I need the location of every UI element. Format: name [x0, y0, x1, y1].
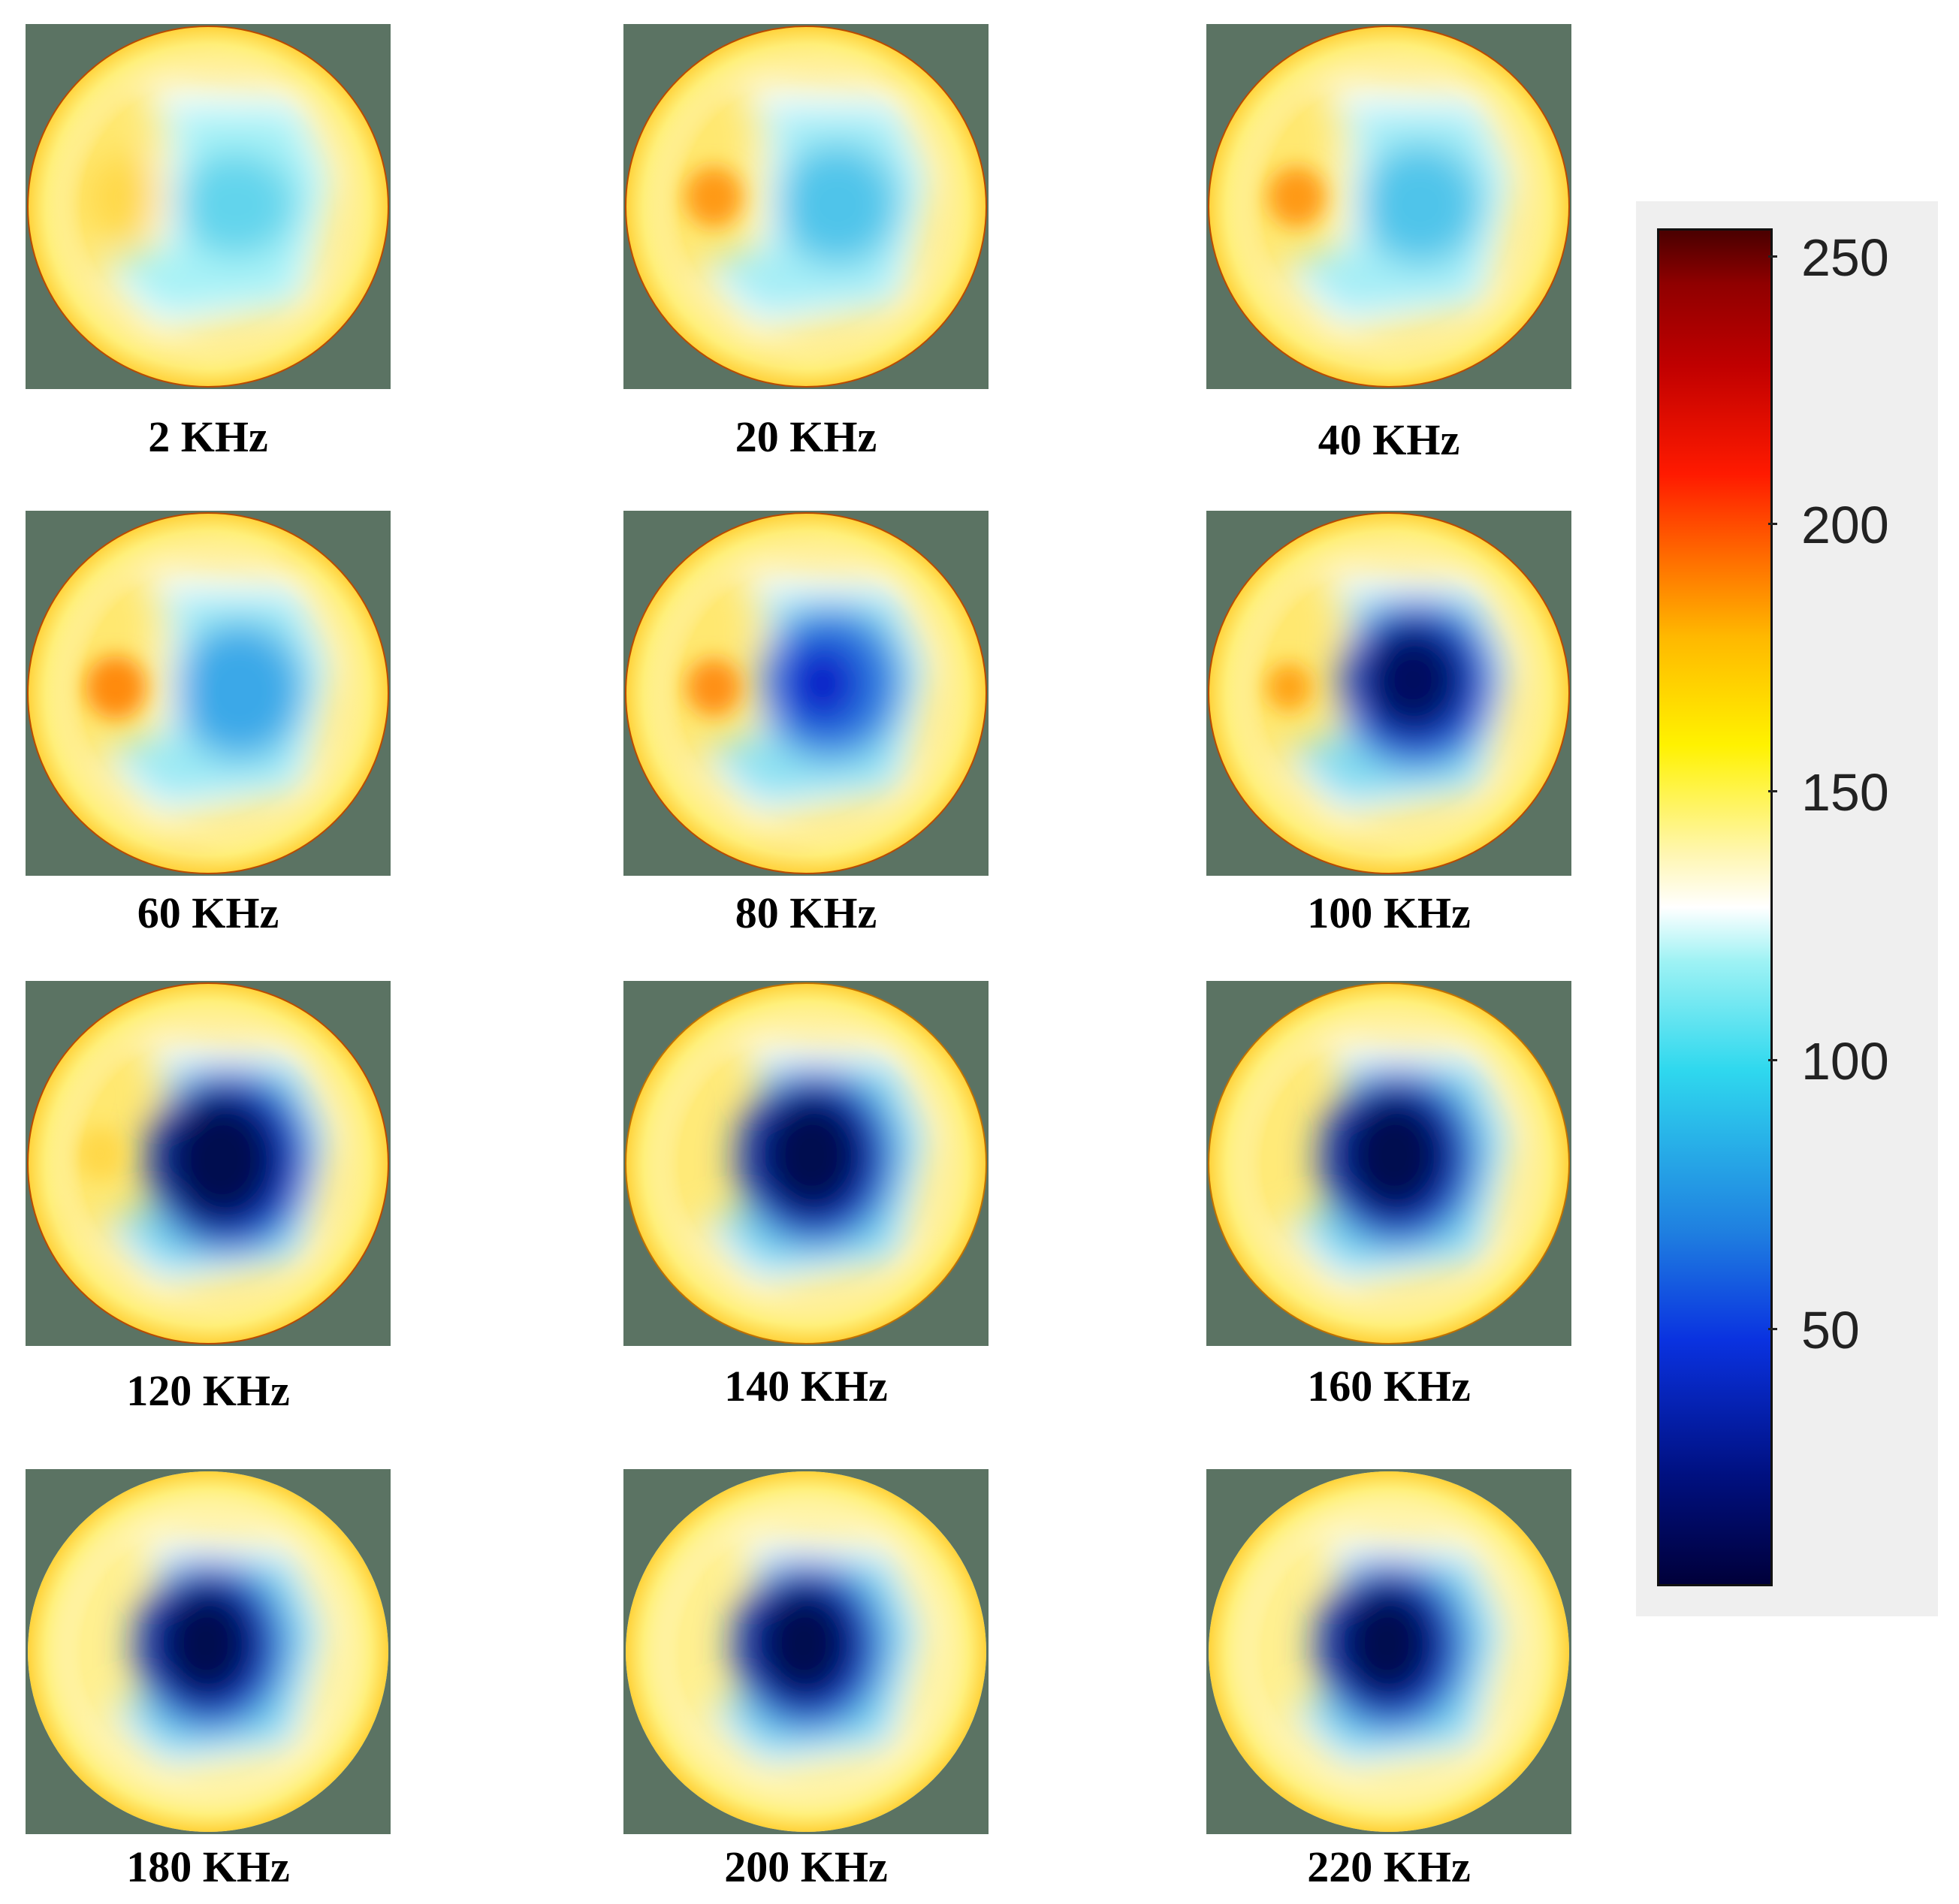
colorbar-tick-label: 50	[1801, 1301, 1860, 1359]
colorbar-tick-label: 200	[1801, 496, 1889, 554]
colorbar-tick	[1768, 523, 1777, 525]
panel-caption: 120 KHz	[126, 1366, 290, 1415]
image-panel-140khz	[623, 981, 989, 1346]
reconstruction-image	[26, 981, 391, 1346]
image-panel-120khz	[26, 981, 391, 1346]
reconstruction-image	[26, 511, 391, 876]
colorbar-tick-label: 250	[1801, 228, 1889, 287]
reconstruction-image	[623, 511, 989, 876]
reconstruction-image	[1206, 511, 1571, 876]
image-panel-200khz	[623, 1469, 989, 1834]
colorbar-tick-label: 150	[1801, 763, 1889, 822]
image-panel-160khz	[1206, 981, 1571, 1346]
image-panel-180khz	[26, 1469, 391, 1834]
panel-caption: 220 KHz	[1307, 1842, 1471, 1891]
colorbar-tick-label: 100	[1801, 1032, 1889, 1091]
reconstruction-image	[623, 1469, 989, 1834]
reconstruction-image	[26, 24, 391, 389]
image-panel-100khz	[1206, 511, 1571, 876]
panel-caption: 20 KHz	[735, 412, 877, 461]
colorbar: 250 200 150 100 50	[1636, 201, 1938, 1616]
panel-caption: 2 KHz	[148, 412, 268, 461]
colorbar-tick	[1768, 1059, 1777, 1061]
colorbar-tick	[1768, 255, 1777, 258]
panel-caption: 180 KHz	[126, 1842, 290, 1891]
panel-caption: 40 KHz	[1318, 415, 1460, 464]
reconstruction-image	[1206, 24, 1571, 389]
image-panel-80khz	[623, 511, 989, 876]
image-panel-60khz	[26, 511, 391, 876]
reconstruction-image	[623, 981, 989, 1346]
image-panel-2khz	[26, 24, 391, 389]
panel-caption: 80 KHz	[735, 889, 877, 937]
reconstruction-image	[1206, 1469, 1571, 1834]
panel-caption: 60 KHz	[137, 889, 279, 937]
reconstruction-image	[1206, 981, 1571, 1346]
panel-caption: 160 KHz	[1307, 1362, 1471, 1411]
image-panel-40khz	[1206, 24, 1571, 389]
reconstruction-image	[623, 24, 989, 389]
colorbar-gradient	[1657, 228, 1773, 1586]
panel-caption: 200 KHz	[724, 1842, 888, 1891]
panel-caption: 140 KHz	[724, 1362, 888, 1411]
panel-caption: 100 KHz	[1307, 889, 1471, 937]
colorbar-tick	[1768, 1328, 1777, 1330]
colorbar-tick	[1768, 790, 1777, 792]
image-panel-20khz	[623, 24, 989, 389]
image-panel-220khz	[1206, 1469, 1571, 1834]
reconstruction-image	[26, 1469, 391, 1834]
